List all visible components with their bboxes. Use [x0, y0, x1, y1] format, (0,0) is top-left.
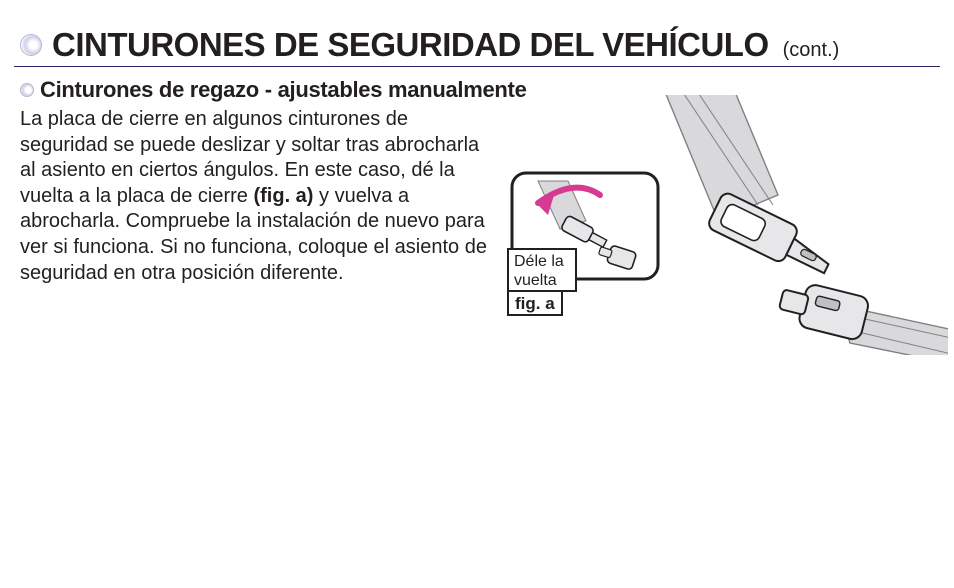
inset-label-line1: Déle la: [514, 253, 564, 270]
heading-rule: [14, 66, 940, 67]
figure-column: Déle la vuelta fig. a: [510, 107, 934, 367]
buckle-icon: [776, 278, 948, 355]
body-part-1: La placa de cierre en algunos cinturones…: [20, 108, 479, 207]
content-area: La placa de cierre en algunos cinturones…: [14, 107, 940, 367]
seatbelt-figure: Déle la vuelta fig. a: [478, 95, 948, 355]
inset-label-line2: vuelta: [514, 272, 557, 289]
main-heading: CINTURONES DE SEGURIDAD DEL VEHÍCULO: [52, 26, 769, 64]
latch-plate-icon: [706, 191, 837, 282]
body-paragraph: La placa de cierre en algunos cinturones…: [20, 107, 500, 286]
main-heading-cont: (cont.): [783, 39, 840, 62]
subheading-bullet-icon: [20, 83, 34, 97]
figure-caption: fig. a: [515, 294, 555, 313]
subheading: Cinturones de regazo - ajustables manual…: [40, 77, 527, 103]
inset-label-box: Déle la vuelta: [508, 249, 576, 291]
heading-bullet-icon: [20, 34, 42, 56]
figure-caption-box: fig. a: [508, 291, 562, 315]
body-bold-ref: (fig. a): [253, 185, 313, 207]
main-heading-row: CINTURONES DE SEGURIDAD DEL VEHÍCULO (co…: [14, 26, 940, 64]
body-column: La placa de cierre en algunos cinturones…: [20, 107, 500, 367]
